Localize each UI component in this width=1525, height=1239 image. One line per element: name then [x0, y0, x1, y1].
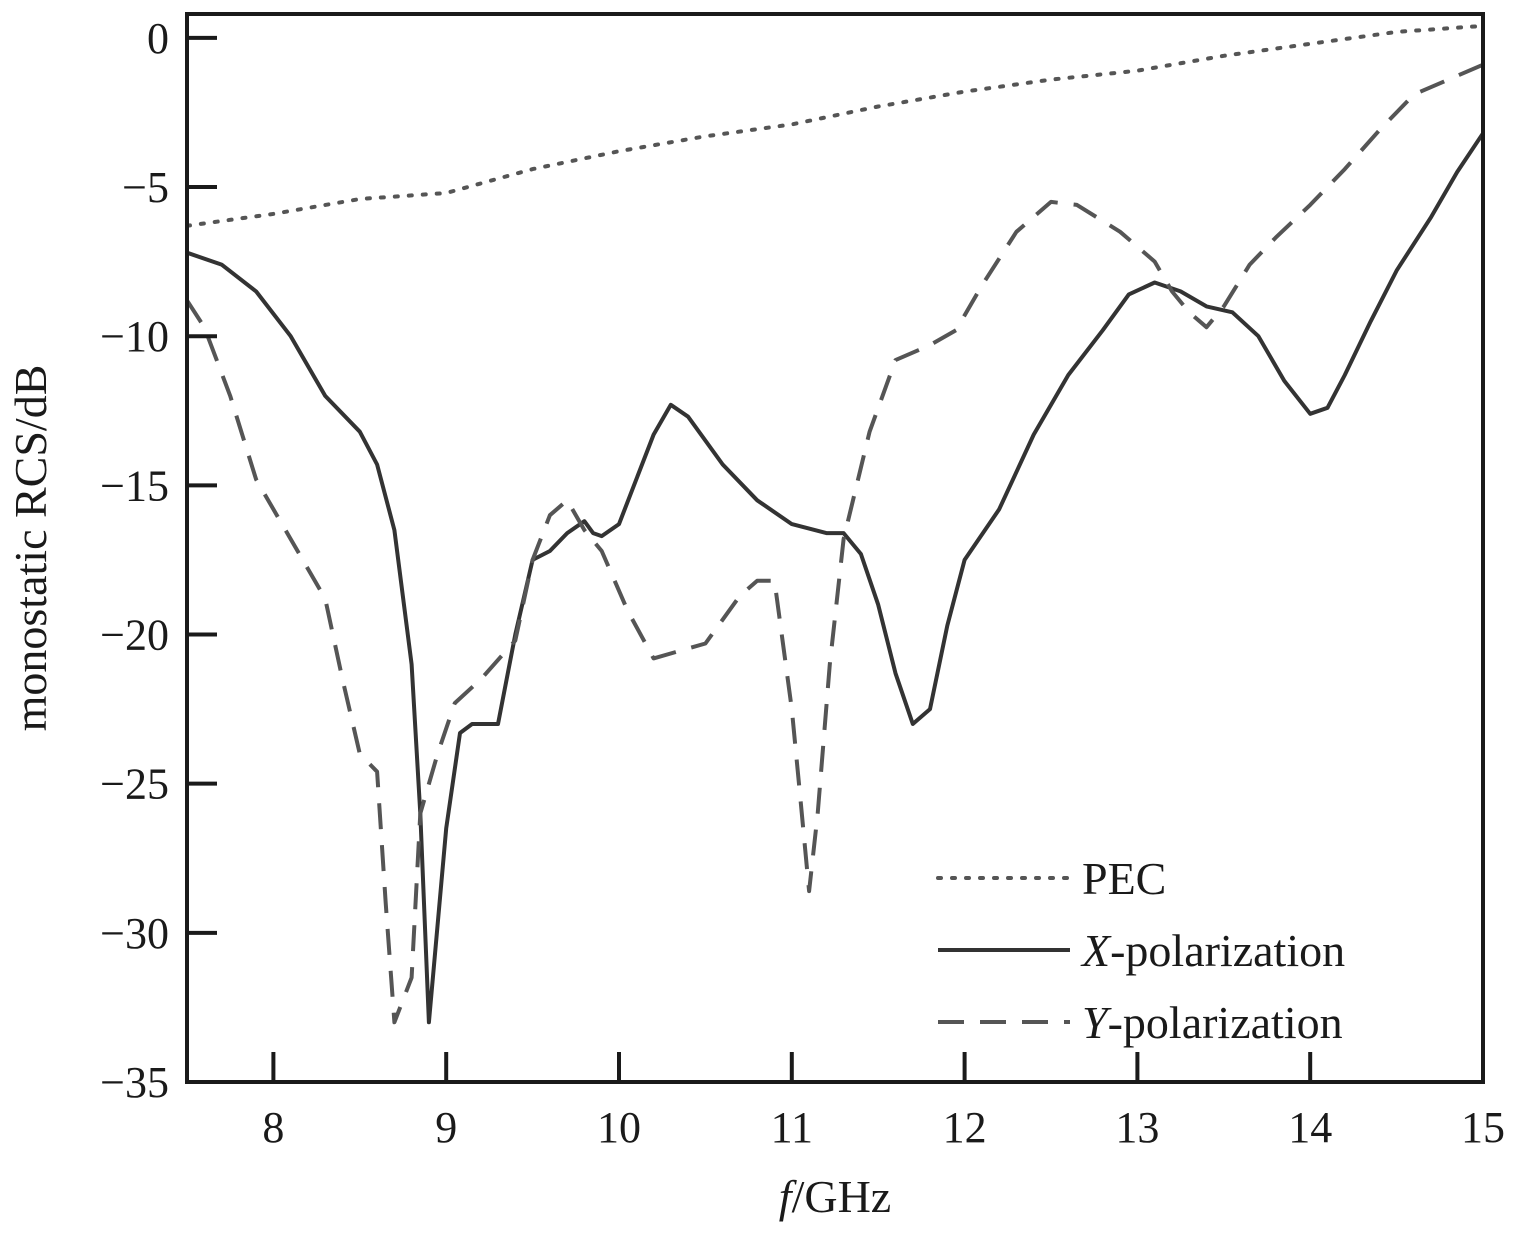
y-axis-title: monostatic RCS/dB [5, 365, 56, 732]
x-tick-label: 12 [943, 1103, 987, 1152]
x-axis-ticks: 8 9 10 11 12 13 14 15 [262, 1052, 1505, 1152]
y-tick-label: −10 [100, 312, 169, 361]
legend-label-text: -polarization [1110, 925, 1345, 976]
legend-label-1: PEC [1082, 853, 1166, 904]
x-axis-title: f/GHz [779, 1171, 891, 1222]
y-tick-label: −20 [100, 611, 169, 660]
legend-label-2: X-polarization [1080, 925, 1345, 976]
x-tick-label: 8 [262, 1103, 284, 1152]
y-axis-ticks: 0 −5 −10 −15 −20 −25 −30 −35 [100, 14, 217, 1107]
legend-label-italic: Y [1082, 997, 1112, 1048]
x-tick-label: 11 [771, 1103, 813, 1152]
x-axis-title-rest: /GHz [792, 1171, 892, 1222]
legend-label-text: -polarization [1108, 997, 1343, 1048]
legend-label-3: Y-polarization [1082, 997, 1343, 1048]
series-line-3 [185, 62, 1484, 1025]
x-tick-label: 15 [1461, 1103, 1505, 1152]
y-tick-label: −35 [100, 1058, 169, 1107]
y-tick-label: 0 [147, 14, 169, 63]
legend-label-text: PEC [1082, 853, 1166, 904]
x-tick-label: 10 [597, 1103, 641, 1152]
legend-label-italic: X [1080, 925, 1112, 976]
x-tick-label: 9 [435, 1103, 457, 1152]
series-line-2 [186, 132, 1485, 1025]
plot-frame [185, 12, 1485, 1084]
series-line-1 [185, 23, 1485, 228]
x-tick-label: 13 [1115, 1103, 1159, 1152]
y-tick-label: −15 [100, 461, 169, 510]
series-layer [185, 23, 1485, 1025]
y-tick-label: −25 [100, 760, 169, 809]
x-tick-label: 14 [1288, 1103, 1332, 1152]
y-tick-label: −5 [122, 163, 169, 212]
y-tick-label: −30 [100, 909, 169, 958]
